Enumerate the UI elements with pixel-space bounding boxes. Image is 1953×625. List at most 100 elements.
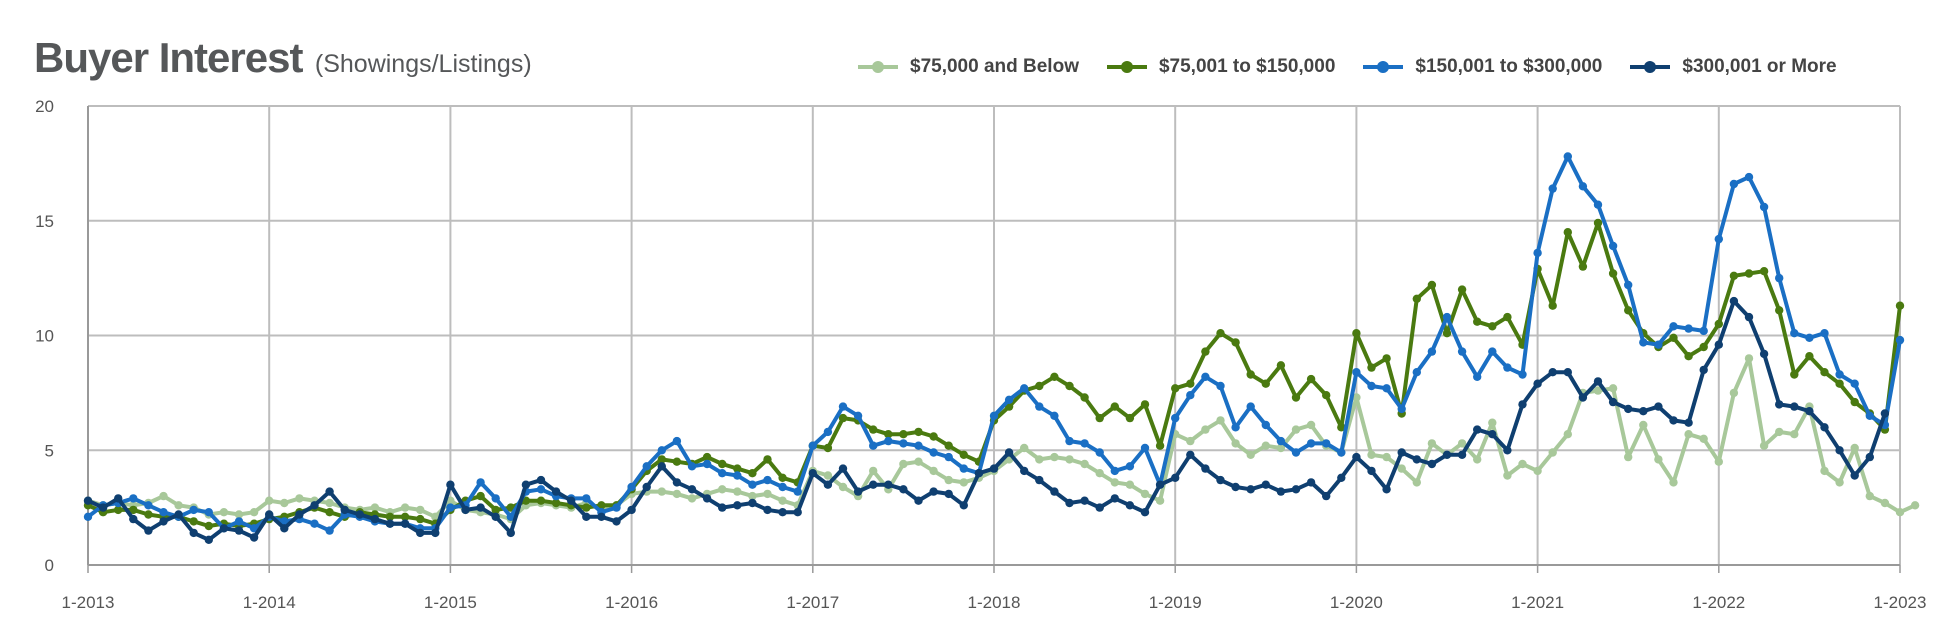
series-4-point <box>491 512 500 521</box>
series-4-point <box>204 535 213 544</box>
chart-title-block: Buyer Interest (Showings/Listings) <box>34 34 532 82</box>
series-4-point <box>446 480 455 489</box>
series-1-point <box>1533 466 1542 476</box>
series-1-point <box>1684 430 1693 439</box>
series-4-point <box>899 485 908 494</box>
x-tick-label-8: 1-2021 <box>1511 593 1564 612</box>
series-4-point <box>280 524 289 533</box>
series-1-point <box>914 457 923 466</box>
series-3-point <box>1080 439 1089 448</box>
series-3-point <box>1775 273 1784 283</box>
series-4-point <box>431 528 440 538</box>
series-4-point <box>159 517 168 526</box>
series-3-point <box>1624 280 1633 290</box>
series-4-point <box>476 503 485 512</box>
series-3-point <box>1231 423 1240 432</box>
series-4-point <box>853 487 863 496</box>
series-4-point <box>642 482 651 492</box>
series-4-point <box>567 496 576 505</box>
series-2-point <box>869 425 878 434</box>
series-2-point <box>944 441 953 450</box>
series-4-point <box>400 519 410 528</box>
series-2-point <box>1246 370 1255 379</box>
series-2-point <box>476 491 485 501</box>
series-2-point <box>672 457 682 466</box>
series-2-point <box>1563 228 1573 237</box>
series-4-point <box>1503 446 1512 455</box>
series-4-point <box>1578 393 1588 402</box>
series-4-point <box>1518 400 1527 409</box>
series-2-point <box>1050 372 1059 381</box>
series-1-point <box>1835 478 1844 487</box>
series-4-point <box>219 524 229 533</box>
series-1-point <box>1488 418 1497 427</box>
legend-swatch-series-3 <box>1363 61 1404 73</box>
legend-swatch-series-1 <box>858 61 898 73</box>
series-3-point <box>1171 413 1180 423</box>
series-4-point <box>370 514 380 524</box>
series-3-point <box>1442 312 1452 322</box>
series-2-point <box>325 508 334 517</box>
series-2-point <box>718 459 727 469</box>
legend-item-series-4: $300,001 or More <box>1630 56 1837 78</box>
series-4-point <box>1322 491 1331 501</box>
series-1-point <box>431 512 440 521</box>
series-2-point <box>1805 352 1814 361</box>
series-2-point <box>1473 317 1482 326</box>
legend-item-series-3: $150,001 to $300,000 <box>1363 56 1602 78</box>
series-4-point <box>506 528 515 538</box>
series-3-point <box>687 462 697 471</box>
series-3-point <box>189 505 198 515</box>
series-4-point <box>129 514 138 524</box>
series-3-point <box>1548 184 1557 193</box>
series-1-point <box>1790 430 1799 439</box>
series-3-point <box>808 441 817 450</box>
series-3-point <box>1216 381 1225 391</box>
series-2-point <box>733 464 742 473</box>
series-4-point <box>1125 501 1135 510</box>
series-2-point <box>1352 329 1361 338</box>
series-4-point <box>1714 340 1724 349</box>
series-4-point <box>536 475 546 485</box>
series-2-point <box>1322 391 1331 400</box>
series-1-point <box>1654 455 1663 464</box>
series-2-point <box>884 430 893 439</box>
x-tick-label-5: 1-2018 <box>968 593 1021 612</box>
series-4-point <box>914 496 923 505</box>
series-4-point <box>597 512 606 521</box>
series-4-point <box>884 480 893 489</box>
series-2-point <box>929 432 938 441</box>
legend: $75,000 and Below $75,001 to $150,000 $1… <box>858 56 1837 78</box>
series-2-point <box>763 455 772 464</box>
series-2-point <box>1291 393 1301 402</box>
series-2-point <box>129 505 138 515</box>
series-2-point <box>400 512 410 521</box>
series-1-point <box>249 508 259 517</box>
series-2-point <box>204 521 213 531</box>
series-4-point <box>1684 418 1693 427</box>
series-1-point <box>1427 439 1437 448</box>
series-1-point <box>1744 354 1754 363</box>
series-2-point <box>1110 402 1120 411</box>
series-2-point <box>1035 381 1044 391</box>
series-3-point <box>204 508 213 517</box>
series-1-point <box>1563 430 1573 439</box>
series-4-point <box>249 533 259 542</box>
legend-label-series-4: $300,001 or More <box>1682 56 1837 77</box>
series-1-point <box>1412 478 1422 487</box>
series-2-point <box>838 413 848 423</box>
x-tick-label-10: 1-2023 <box>1874 593 1927 612</box>
series-3-point <box>1276 436 1286 446</box>
series-4-point <box>1775 400 1784 409</box>
series-3-point <box>1744 172 1754 182</box>
series-1-point <box>959 478 968 487</box>
series-3-point <box>778 482 787 492</box>
series-3-point <box>1639 338 1648 347</box>
chart-subtitle: (Showings/Listings) <box>314 50 532 78</box>
series-1-point <box>416 505 425 515</box>
series-4-point <box>1548 368 1557 377</box>
series-2-point <box>1337 423 1346 432</box>
series-4-point <box>1171 473 1180 482</box>
series-2-point <box>1699 342 1708 352</box>
